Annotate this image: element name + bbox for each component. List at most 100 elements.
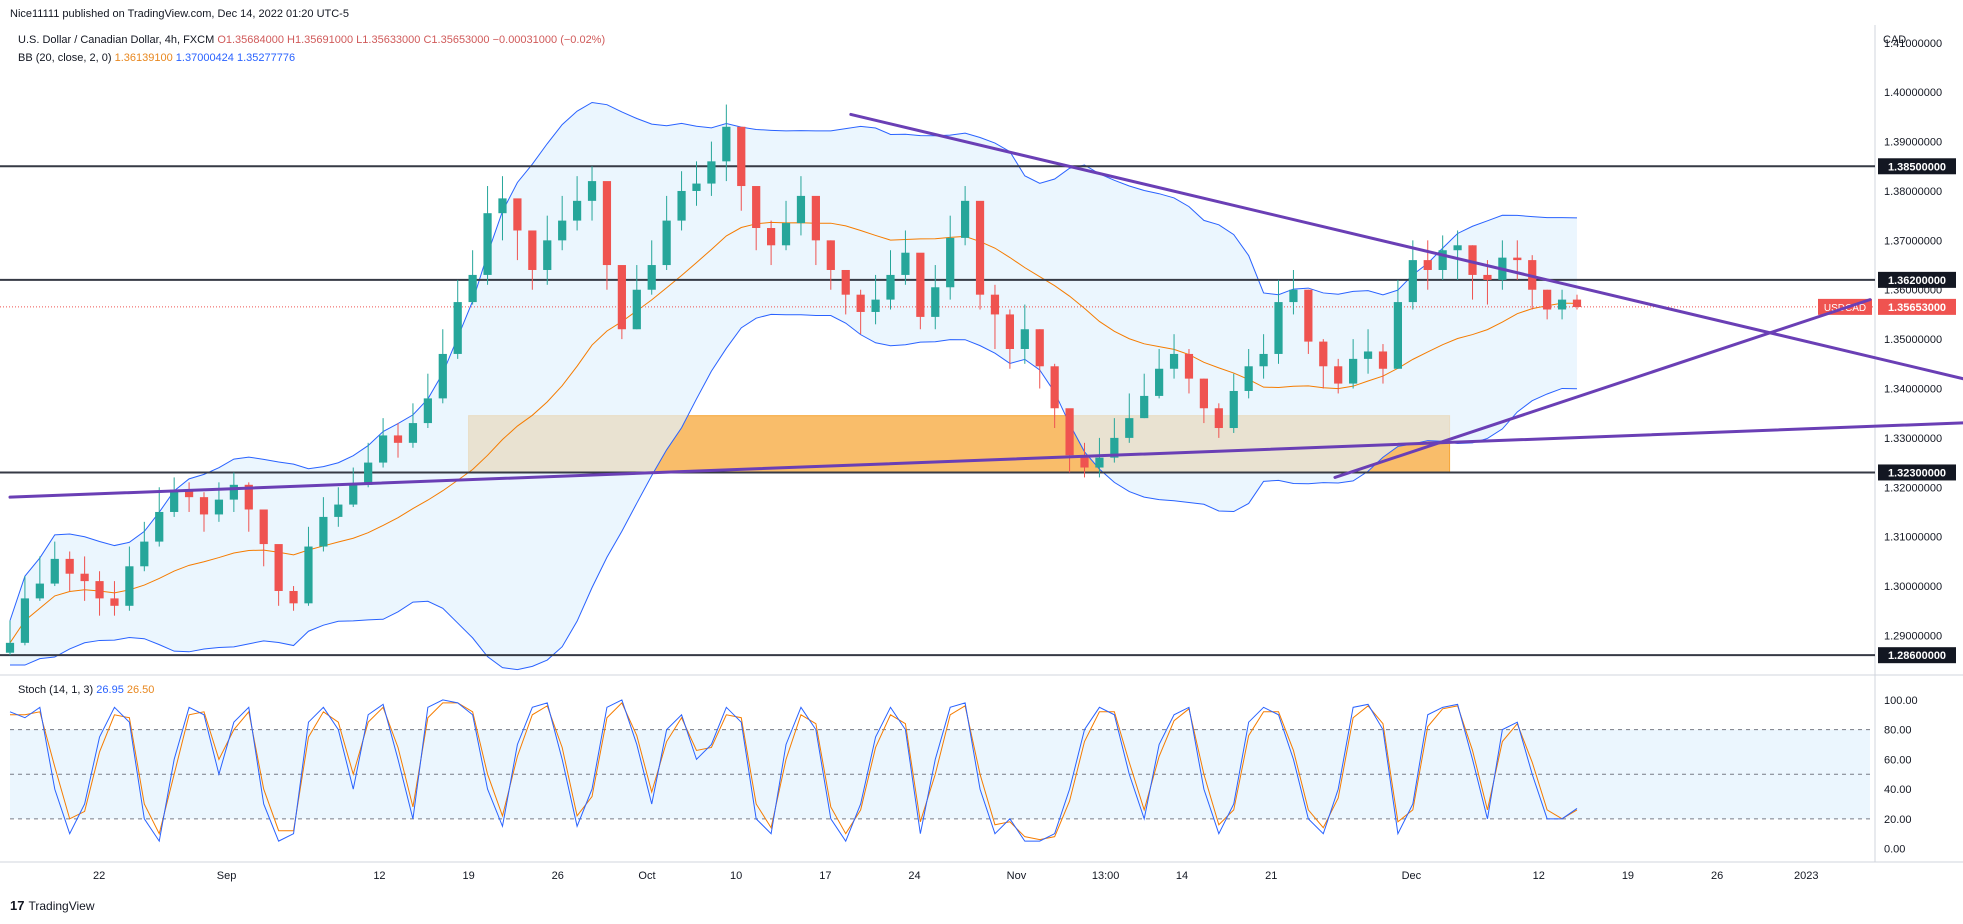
stoch-tick-label: 60.00 xyxy=(1884,754,1912,766)
price-tick-label: 1.30000000 xyxy=(1884,581,1942,593)
bb-upper-line xyxy=(9,101,1577,621)
candle-body xyxy=(1020,329,1029,349)
candle-body xyxy=(587,181,597,201)
time-tick-label: Nov xyxy=(1007,870,1027,882)
stoch-d-line xyxy=(10,702,1578,841)
candle-body xyxy=(50,558,59,584)
candle-body xyxy=(1110,437,1119,458)
candle-body xyxy=(662,220,671,266)
candle-body xyxy=(1393,302,1403,369)
ohlc-high: H1.35691000 xyxy=(287,34,354,46)
candle-body xyxy=(707,161,716,184)
candle-body xyxy=(975,200,985,295)
price-tick-label: 1.29000000 xyxy=(1884,630,1942,642)
trendline xyxy=(849,112,1963,381)
publisher-line: Nice11111 published on TradingView.com, … xyxy=(10,8,349,20)
candle-body xyxy=(752,186,761,229)
candle-body xyxy=(80,573,89,582)
candle-body xyxy=(1483,274,1492,280)
candle-body xyxy=(513,198,522,231)
price-axis[interactable]: 1.29000000 1.30000000 1.31000000 1.32000000… xyxy=(1884,38,1942,643)
time-axis[interactable]: 22 Sep 12 19 26 Oct 10 17 24 Nov 13:00 14 21 Dec 12 19 2… xyxy=(93,870,1818,882)
level-price-tag xyxy=(1878,647,1956,664)
candle-body xyxy=(1065,408,1074,456)
currency-label: CAD xyxy=(1883,34,1907,46)
candle-body xyxy=(1140,395,1149,419)
candle-body xyxy=(572,200,582,221)
candle-body xyxy=(423,398,432,424)
price-tick-label: 1.39000000 xyxy=(1884,137,1942,149)
candle-body xyxy=(916,252,925,317)
candle-body xyxy=(901,252,910,275)
candle-body xyxy=(558,220,567,241)
candle-body xyxy=(841,269,850,295)
price-tick-label: 1.41000000 xyxy=(1884,38,1942,50)
candle-body xyxy=(468,274,477,303)
time-tick-label: 12 xyxy=(373,870,385,882)
price-tick-label: 1.36000000 xyxy=(1884,285,1942,297)
tradingview-logo-icon: 17 xyxy=(10,898,25,913)
candle-body xyxy=(408,423,418,443)
bb-mid-line xyxy=(9,221,1577,644)
bb-label: BB (20, close, 2, 0) xyxy=(18,52,112,64)
candle-body xyxy=(393,435,403,443)
candle-body xyxy=(214,499,224,515)
candle-body xyxy=(65,558,74,574)
stoch-tick-label: 40.00 xyxy=(1884,784,1912,796)
time-tick-label: Oct xyxy=(638,870,655,882)
candle-body xyxy=(110,598,119,606)
candles xyxy=(5,104,1582,656)
candle-body xyxy=(1334,366,1343,384)
time-tick-label: 26 xyxy=(552,870,564,882)
candle-body xyxy=(1438,250,1447,270)
footer-brand[interactable]: 17 TradingView xyxy=(10,898,95,913)
symbol-name: U.S. Dollar / Canadian Dollar, 4h, FXCM xyxy=(18,34,215,46)
candle-body xyxy=(961,200,970,238)
candle-body xyxy=(1289,289,1298,303)
candle-body xyxy=(170,489,179,512)
candle-body xyxy=(1274,302,1283,354)
candle-body xyxy=(199,497,209,515)
time-tick-label: 21 xyxy=(1265,870,1277,882)
candle-body xyxy=(5,642,15,653)
time-tick-label: 13:00 xyxy=(1092,870,1120,882)
price-tick-label: 1.31000000 xyxy=(1884,532,1942,544)
price-tick-label: 1.37000000 xyxy=(1884,235,1942,247)
time-tick-label: 17 xyxy=(819,870,831,882)
candle-body xyxy=(304,546,313,604)
ohlc-close: C1.35653000 xyxy=(423,34,490,46)
candle-body xyxy=(692,183,701,191)
candle-body xyxy=(602,181,612,266)
candle-body xyxy=(1572,299,1582,308)
candle-body xyxy=(886,274,895,300)
brand-name: TradingView xyxy=(28,898,95,913)
bb-lower-line xyxy=(10,313,1577,671)
ohlc-low: L1.35633000 xyxy=(356,34,421,46)
trendlines[interactable] xyxy=(8,112,1963,499)
candle-body xyxy=(1319,341,1328,367)
candle-body xyxy=(1423,260,1432,270)
candle-body xyxy=(1095,457,1104,468)
candle-body xyxy=(438,353,447,399)
stoch-d-value: 26.50 xyxy=(126,684,155,696)
ohlc-change: −0.00031000 (−0.02%) xyxy=(492,34,606,46)
time-tick-label: 24 xyxy=(908,870,920,882)
level-price-label: 1.28600000 xyxy=(1888,650,1946,662)
candle-body xyxy=(483,213,492,275)
candle-body xyxy=(1453,245,1462,251)
candle-body xyxy=(155,511,164,542)
price-tick-label: 1.33000000 xyxy=(1884,433,1942,445)
candle-body xyxy=(677,190,686,221)
trendline xyxy=(1333,298,1872,479)
bb-upper-value: 1.37000424 xyxy=(175,52,234,64)
candle-body xyxy=(528,230,537,270)
symbol-ohlc-line: U.S. Dollar / Canadian Dollar, 4h, FXCM … xyxy=(18,34,605,46)
candle-body xyxy=(1214,408,1223,429)
time-tick-label: Dec xyxy=(1402,870,1422,882)
current-price-tag xyxy=(1878,298,1956,315)
candle-body xyxy=(1080,455,1089,468)
time-tick-label: 12 xyxy=(1533,870,1545,882)
candle-body xyxy=(1169,353,1179,369)
candle-body xyxy=(811,195,820,241)
